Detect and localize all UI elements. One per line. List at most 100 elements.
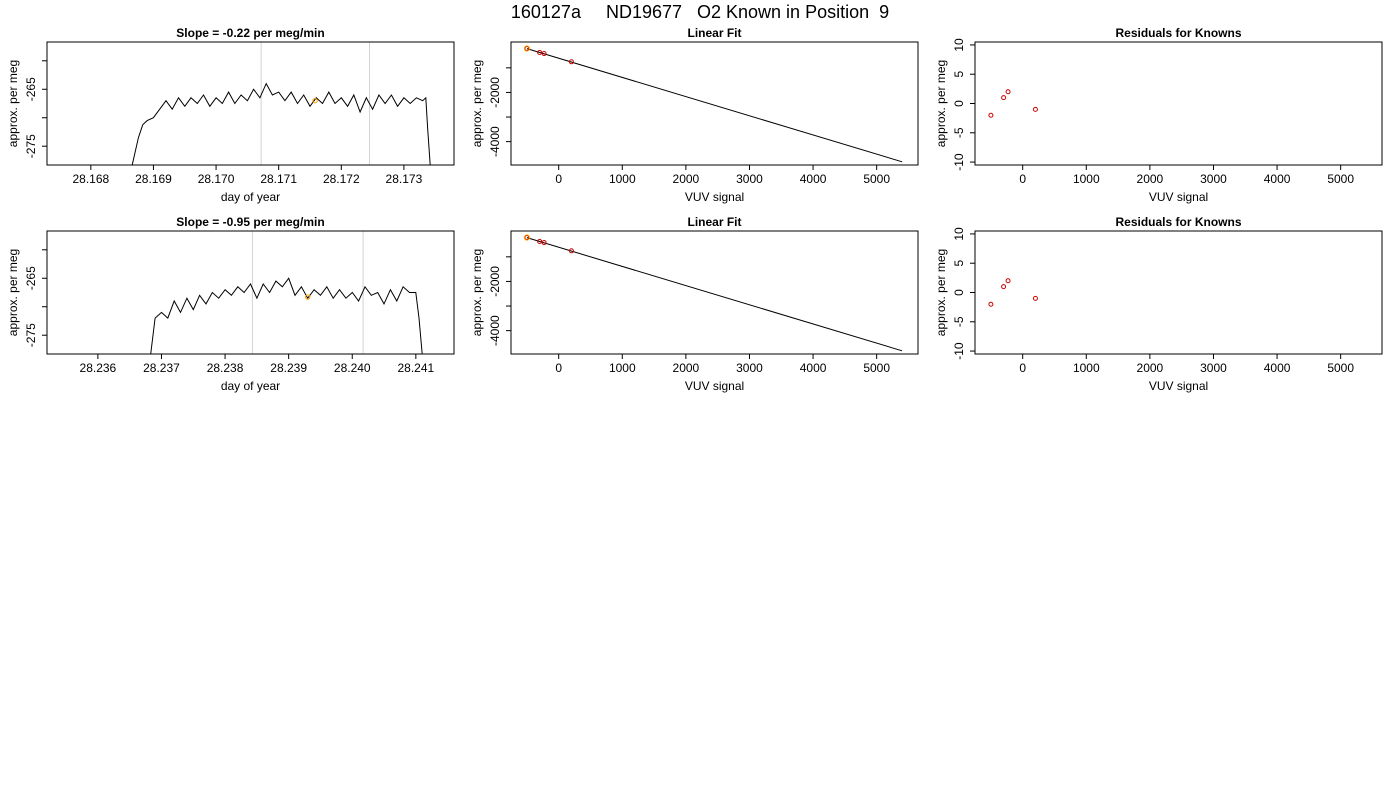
plot-frame	[46, 41, 455, 166]
y-axis-label: approx. per meg	[934, 60, 948, 147]
x-tick-label: 3000	[736, 172, 763, 186]
y-tick-label: 10	[952, 38, 966, 52]
y-axis-label: approx. per meg	[6, 60, 20, 147]
x-tick-label: 28.240	[334, 361, 371, 375]
x-tick-label: 28.173	[386, 172, 423, 186]
chart-panel: Linear Fit 0 1000 2000 3000 4000 5000 -2000 -400…	[470, 26, 919, 204]
y-tick-label: -5	[952, 127, 966, 138]
y-tick-label: 0	[952, 289, 966, 296]
x-tick-label: 0	[555, 361, 562, 375]
y-tick-label: 5	[952, 71, 966, 78]
y-tick-label: -4000	[488, 315, 502, 346]
fit-line	[526, 237, 903, 352]
data-point	[1001, 95, 1007, 101]
x-tick-label: 3000	[736, 361, 763, 375]
x-tick-label: 5000	[863, 361, 890, 375]
data-point	[537, 49, 543, 55]
panel-title: Linear Fit	[687, 26, 741, 40]
plot-frame	[974, 41, 1383, 166]
x-tick-label: 28.239	[270, 361, 307, 375]
plot-frame	[974, 230, 1383, 355]
x-tick-label: 0	[1019, 361, 1026, 375]
x-tick-label: 0	[1019, 172, 1026, 186]
data-point	[524, 46, 530, 52]
x-tick-label: 0	[555, 172, 562, 186]
data-point	[1032, 295, 1038, 301]
x-tick-label: 4000	[800, 361, 827, 375]
x-tick-label: 2000	[673, 361, 700, 375]
x-tick-label: 3000	[1200, 361, 1227, 375]
plot-area	[988, 278, 1038, 307]
known-marker	[305, 294, 311, 300]
x-tick-label: 28.169	[135, 172, 172, 186]
x-tick-label: 28.237	[143, 361, 180, 375]
data-point	[568, 248, 574, 254]
data-point	[537, 238, 543, 244]
y-tick-label: -265	[24, 266, 38, 290]
y-axis-label: approx. per meg	[470, 249, 484, 336]
x-axis-label: day of year	[221, 379, 280, 393]
x-tick-label: 4000	[800, 172, 827, 186]
x-axis-label: VUV signal	[1149, 379, 1208, 393]
data-point	[524, 235, 530, 241]
y-tick-label: -275	[24, 323, 38, 347]
plot-area	[131, 42, 431, 165]
panel-title: Residuals for Knowns	[1115, 26, 1241, 40]
x-tick-label: 1000	[1073, 361, 1100, 375]
y-tick-label: 5	[952, 260, 966, 267]
x-tick-label: 28.171	[260, 172, 297, 186]
x-tick-label: 28.241	[397, 361, 434, 375]
plot-frame	[510, 41, 919, 166]
x-tick-label: 4000	[1264, 172, 1291, 186]
x-tick-label: 1000	[1073, 172, 1100, 186]
chart-panel: Residuals for Knowns 0 1000 2000 3000 4000 500…	[934, 26, 1383, 204]
highlight-point	[523, 45, 530, 52]
x-tick-label: 2000	[673, 172, 700, 186]
panel-title: Linear Fit	[687, 215, 741, 229]
data-point	[1032, 106, 1038, 112]
series-line	[131, 82, 431, 165]
plot-area	[523, 45, 903, 163]
data-point	[988, 301, 994, 307]
x-tick-label: 28.170	[198, 172, 235, 186]
x-tick-label: 28.168	[72, 172, 109, 186]
data-point	[568, 59, 574, 65]
data-point	[541, 240, 547, 246]
chart-panel: Linear Fit 0 1000 2000 3000 4000 5000 -2000 -400…	[470, 215, 919, 393]
highlight-point	[523, 234, 530, 241]
x-axis-label: day of year	[221, 190, 280, 204]
x-tick-label: 4000	[1264, 361, 1291, 375]
x-tick-label: 2000	[1137, 172, 1164, 186]
x-tick-label: 28.238	[207, 361, 244, 375]
x-tick-label: 1000	[609, 361, 636, 375]
data-point	[541, 51, 547, 57]
plot-frame	[510, 230, 919, 355]
x-tick-label: 2000	[1137, 361, 1164, 375]
y-axis-label: approx. per meg	[6, 249, 20, 336]
panel-title: Slope = -0.22 per meg/min	[176, 26, 324, 40]
x-tick-label: 1000	[609, 172, 636, 186]
series-line	[150, 277, 423, 354]
x-tick-label: 5000	[1327, 361, 1354, 375]
y-tick-label: 10	[952, 227, 966, 241]
x-tick-label: 5000	[1327, 172, 1354, 186]
y-tick-label: -10	[952, 153, 966, 171]
y-tick-label: -2000	[488, 77, 502, 108]
y-axis-label: approx. per meg	[934, 249, 948, 336]
y-axis-label: approx. per meg	[470, 60, 484, 147]
known-marker	[312, 97, 318, 104]
y-tick-label: -265	[24, 77, 38, 101]
y-tick-label: -10	[952, 342, 966, 360]
panel-title: Slope = -0.95 per meg/min	[176, 215, 324, 229]
x-tick-label: 28.172	[323, 172, 360, 186]
data-point	[1005, 278, 1011, 284]
data-point	[1001, 284, 1007, 290]
x-axis-label: VUV signal	[1149, 190, 1208, 204]
x-tick-label: 5000	[863, 172, 890, 186]
x-axis-label: VUV signal	[685, 190, 744, 204]
plot-frame	[46, 230, 455, 355]
chart-panel: Residuals for Knowns 0 1000 2000 3000 4000 500…	[934, 215, 1383, 393]
y-tick-label: -4000	[488, 126, 502, 157]
fit-line	[526, 48, 903, 163]
